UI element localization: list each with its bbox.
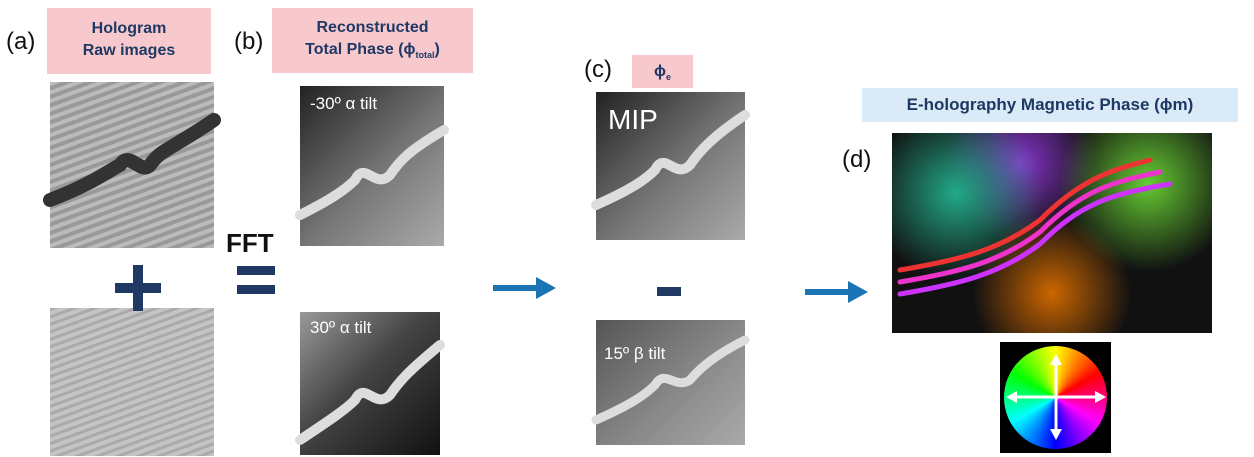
wire (596, 340, 745, 420)
overlay (0, 0, 1254, 457)
wire (300, 345, 440, 440)
minus-sign (657, 287, 681, 296)
plus-sign (133, 265, 143, 311)
wire (300, 130, 444, 215)
wheel-arrows (1012, 360, 1100, 434)
fringe (900, 184, 1170, 294)
arrow-head (536, 277, 556, 299)
equals-sign (237, 266, 275, 275)
wire (596, 115, 745, 205)
arrow-head (848, 281, 868, 303)
equals-sign (237, 285, 275, 294)
figure: (a) Hologram Raw images (b) Reconstructe… (0, 0, 1254, 457)
wire (50, 120, 214, 200)
